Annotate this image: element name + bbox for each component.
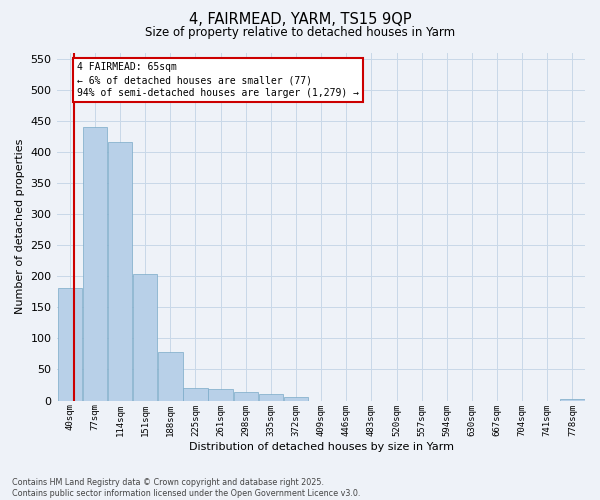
Bar xyxy=(208,388,233,400)
Bar xyxy=(233,392,258,400)
Text: Size of property relative to detached houses in Yarm: Size of property relative to detached ho… xyxy=(145,26,455,39)
Text: 4, FAIRMEAD, YARM, TS15 9QP: 4, FAIRMEAD, YARM, TS15 9QP xyxy=(188,12,412,28)
Y-axis label: Number of detached properties: Number of detached properties xyxy=(15,139,25,314)
Bar xyxy=(183,388,208,400)
Bar xyxy=(58,288,82,401)
Bar xyxy=(83,127,107,400)
Text: Contains HM Land Registry data © Crown copyright and database right 2025.
Contai: Contains HM Land Registry data © Crown c… xyxy=(12,478,361,498)
Bar xyxy=(158,352,182,401)
X-axis label: Distribution of detached houses by size in Yarm: Distribution of detached houses by size … xyxy=(188,442,454,452)
Bar xyxy=(108,142,132,401)
Bar xyxy=(560,398,584,400)
Bar xyxy=(284,398,308,400)
Bar xyxy=(133,274,157,400)
Bar xyxy=(259,394,283,400)
Text: 4 FAIRMEAD: 65sqm
← 6% of detached houses are smaller (77)
94% of semi-detached : 4 FAIRMEAD: 65sqm ← 6% of detached house… xyxy=(77,62,359,98)
